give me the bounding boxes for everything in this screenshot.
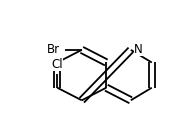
Text: Cl: Cl (51, 58, 63, 71)
Text: Br: Br (47, 43, 60, 56)
Text: N: N (134, 43, 143, 56)
